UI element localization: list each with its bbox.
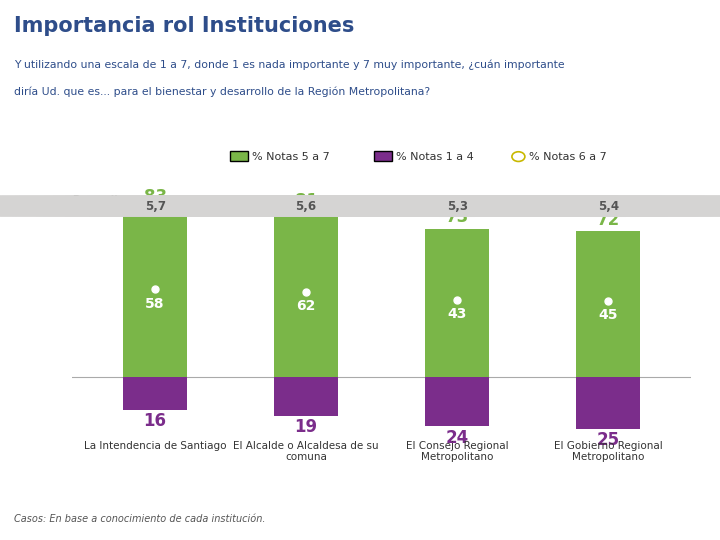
Circle shape: [0, 195, 720, 217]
Text: El Gobierno Regional
Metropolitano: El Gobierno Regional Metropolitano: [554, 441, 662, 462]
Bar: [426, 377, 489, 427]
Text: 5,7: 5,7: [145, 200, 166, 213]
Bar: [274, 377, 338, 416]
Text: % Notas 5 a 7: % Notas 5 a 7: [252, 152, 330, 161]
Bar: [274, 212, 338, 377]
Text: 62: 62: [297, 299, 316, 313]
Text: 5,4: 5,4: [598, 200, 618, 213]
Bar: [123, 208, 186, 377]
Text: diría Ud. que es... para el bienestar y desarrollo de la Región Metropolitana?: diría Ud. que es... para el bienestar y …: [14, 86, 431, 97]
Text: 73: 73: [446, 208, 469, 226]
Text: 83: 83: [143, 188, 166, 206]
Text: El Consejo Regional
Metropolitano: El Consejo Regional Metropolitano: [406, 441, 508, 462]
Text: 25: 25: [597, 430, 620, 449]
Text: 45: 45: [598, 308, 618, 322]
Text: % Notas 1 a 4: % Notas 1 a 4: [396, 152, 474, 161]
Text: % Notas 6 a 7: % Notas 6 a 7: [529, 152, 607, 161]
Text: 5,6: 5,6: [295, 200, 317, 213]
Circle shape: [0, 195, 720, 217]
Text: Importancia rol Instituciones: Importancia rol Instituciones: [14, 16, 355, 36]
Circle shape: [0, 195, 720, 217]
Bar: [123, 377, 186, 410]
Text: Promedio: Promedio: [72, 195, 125, 205]
Text: 19: 19: [294, 418, 318, 436]
Text: 58: 58: [145, 296, 165, 310]
Bar: [577, 377, 640, 429]
Text: 5,3: 5,3: [446, 200, 467, 213]
Text: El Alcalde o Alcaldesa de su
comuna: El Alcalde o Alcaldesa de su comuna: [233, 441, 379, 462]
Text: Casos: En base a conocimiento de cada institución.: Casos: En base a conocimiento de cada in…: [14, 514, 266, 524]
Bar: [426, 228, 489, 377]
Bar: [577, 231, 640, 377]
Text: 81: 81: [294, 192, 318, 210]
Circle shape: [0, 195, 720, 217]
Text: 16: 16: [143, 412, 166, 430]
Text: 24: 24: [446, 429, 469, 447]
Text: 43: 43: [447, 307, 467, 321]
Text: Y utilizando una escala de 1 a 7, donde 1 es nada importante y 7 muy importante,: Y utilizando una escala de 1 a 7, donde …: [14, 59, 565, 70]
Text: 72: 72: [596, 211, 620, 228]
Text: La Intendencia de Santiago: La Intendencia de Santiago: [84, 441, 226, 451]
